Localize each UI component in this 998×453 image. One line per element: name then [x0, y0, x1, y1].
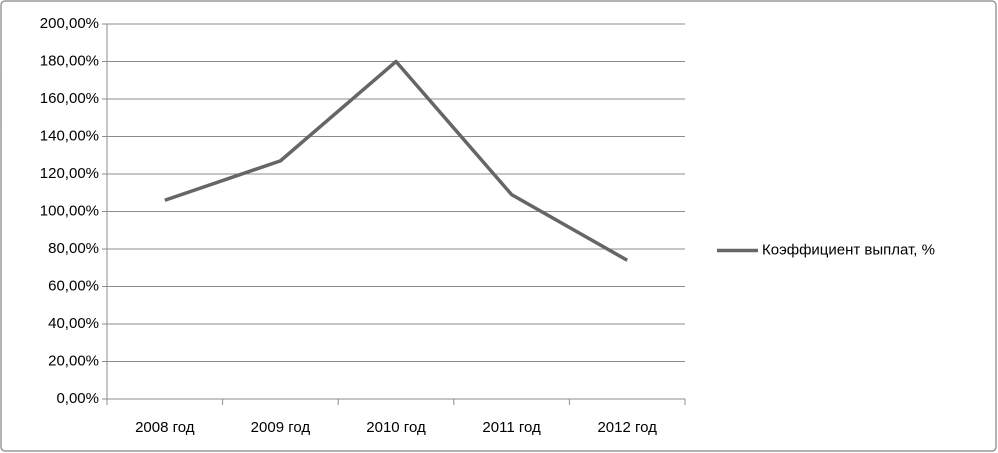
x-tick-label: 2012 год	[597, 419, 657, 436]
y-tick-label: 160,00%	[40, 90, 99, 107]
y-tick-label: 80,00%	[48, 240, 99, 257]
x-tick-label: 2008 год	[135, 419, 195, 436]
x-tick-label: 2009 год	[251, 419, 311, 436]
y-tick-label: 100,00%	[40, 202, 99, 219]
y-tick-label: 20,00%	[48, 352, 99, 369]
data-line	[164, 59, 629, 262]
y-tick-label: 40,00%	[48, 315, 99, 332]
x-tick-label: 2011 год	[482, 419, 541, 436]
y-tick-label: 180,00%	[40, 52, 99, 69]
y-tick-label: 60,00%	[48, 277, 99, 294]
y-tick-label: 0,00%	[56, 390, 99, 407]
y-tick-label: 120,00%	[40, 165, 99, 182]
x-tick-label: 2010 год	[366, 419, 426, 436]
y-tick-label: 140,00%	[40, 127, 99, 144]
y-tick-label: 200,00%	[40, 15, 99, 32]
legend-label: Коэффициент выплат, %	[762, 241, 935, 258]
